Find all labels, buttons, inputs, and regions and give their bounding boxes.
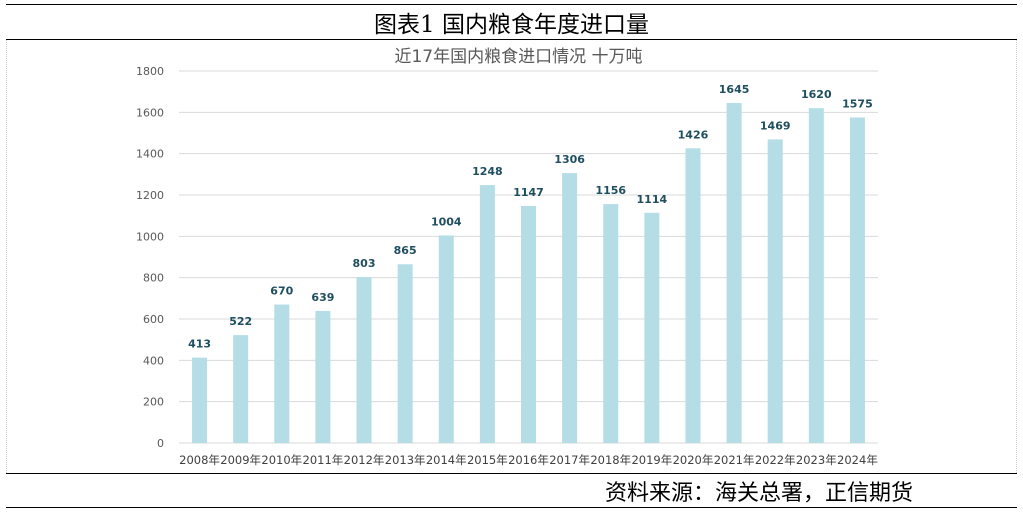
data-label: 522	[229, 315, 252, 328]
x-tick-label: 2018年	[590, 453, 631, 467]
bar	[767, 139, 783, 443]
bar	[479, 185, 495, 443]
data-label: 803	[353, 257, 376, 270]
data-label: 1147	[513, 186, 544, 199]
bar	[685, 148, 701, 443]
y-tick-label: 600	[143, 313, 164, 326]
data-labels: 413 522 670 639 803 865 1004 1248 1147 1306 1156 11…	[188, 83, 873, 351]
bars	[192, 103, 865, 444]
data-label: 1306	[554, 153, 585, 166]
x-tick-label: 2021年	[714, 453, 755, 467]
data-label: 1575	[842, 98, 873, 111]
source-rule-top	[6, 473, 1017, 474]
bottom-rule	[6, 507, 1017, 508]
y-tick-label: 800	[143, 272, 164, 285]
bar	[644, 212, 660, 443]
bar	[397, 264, 413, 443]
x-tick-label: 2014年	[426, 453, 467, 467]
x-tick-label: 2024年	[837, 453, 878, 467]
bar	[849, 117, 865, 443]
data-label: 1248	[472, 165, 503, 178]
bar	[356, 277, 372, 443]
data-label: 1426	[678, 128, 709, 141]
bar	[315, 310, 331, 443]
x-axis-ticks: 2008年 2009年 2010年 2011年 2012年 2013年 2014年 2015年…	[179, 453, 878, 467]
y-tick-label: 1200	[136, 189, 164, 202]
bar	[808, 108, 824, 443]
bar-chart: 近17年国内粮食进口情况 十万吨 0 200 400 600 800 1000 1200 14…	[136, 47, 878, 467]
x-tick-label: 2016年	[508, 453, 549, 467]
data-label: 639	[311, 291, 334, 304]
x-tick-label: 2017年	[549, 453, 590, 467]
source-note: 资料来源：海关总署，正信期货	[604, 481, 913, 506]
data-label: 865	[394, 244, 417, 257]
chart-title: 近17年国内粮食进口情况 十万吨	[394, 47, 642, 67]
x-tick-label: 2012年	[344, 453, 385, 467]
data-label: 413	[188, 338, 211, 351]
figure-title: 图表1 国内粮食年度进口量	[374, 12, 649, 38]
x-tick-label: 2009年	[220, 453, 261, 467]
y-tick-label: 1400	[136, 148, 164, 161]
data-label: 1620	[801, 88, 832, 101]
y-tick-label: 1600	[136, 106, 164, 119]
chart-area: 近17年国内粮食进口情况 十万吨 0 200 400 600 800 1000 1200 14…	[6, 40, 1017, 473]
y-tick-label: 0	[157, 437, 164, 450]
x-tick-label: 2022年	[755, 453, 796, 467]
x-tick-label: 2023年	[796, 453, 837, 467]
x-tick-label: 2019年	[631, 453, 672, 467]
bar	[274, 304, 290, 443]
y-tick-label: 1800	[136, 65, 164, 78]
top-rule	[6, 4, 1017, 5]
bar	[438, 235, 454, 443]
y-tick-label: 400	[143, 354, 164, 367]
data-label: 670	[270, 285, 293, 298]
data-label: 1156	[595, 184, 626, 197]
x-tick-label: 2008年	[179, 453, 220, 467]
x-tick-label: 2010年	[261, 453, 302, 467]
data-label: 1645	[719, 83, 750, 96]
y-axis-ticks: 0 200 400 600 800 1000 1200 1400 1600 1800	[136, 65, 164, 450]
x-tick-label: 2020年	[673, 453, 714, 467]
y-tick-label: 1000	[136, 230, 164, 243]
bar	[192, 357, 208, 443]
bar	[562, 173, 578, 444]
data-label: 1004	[431, 216, 462, 229]
x-tick-label: 2015年	[467, 453, 508, 467]
y-tick-label: 200	[143, 396, 164, 409]
bar	[603, 204, 619, 443]
bar	[233, 335, 249, 443]
data-label: 1469	[760, 119, 791, 132]
title-rule	[6, 39, 1017, 40]
x-tick-label: 2013年	[385, 453, 426, 467]
x-tick-label: 2011年	[303, 453, 344, 467]
bar	[726, 103, 742, 444]
data-label: 1114	[637, 193, 668, 206]
bar	[521, 205, 536, 443]
